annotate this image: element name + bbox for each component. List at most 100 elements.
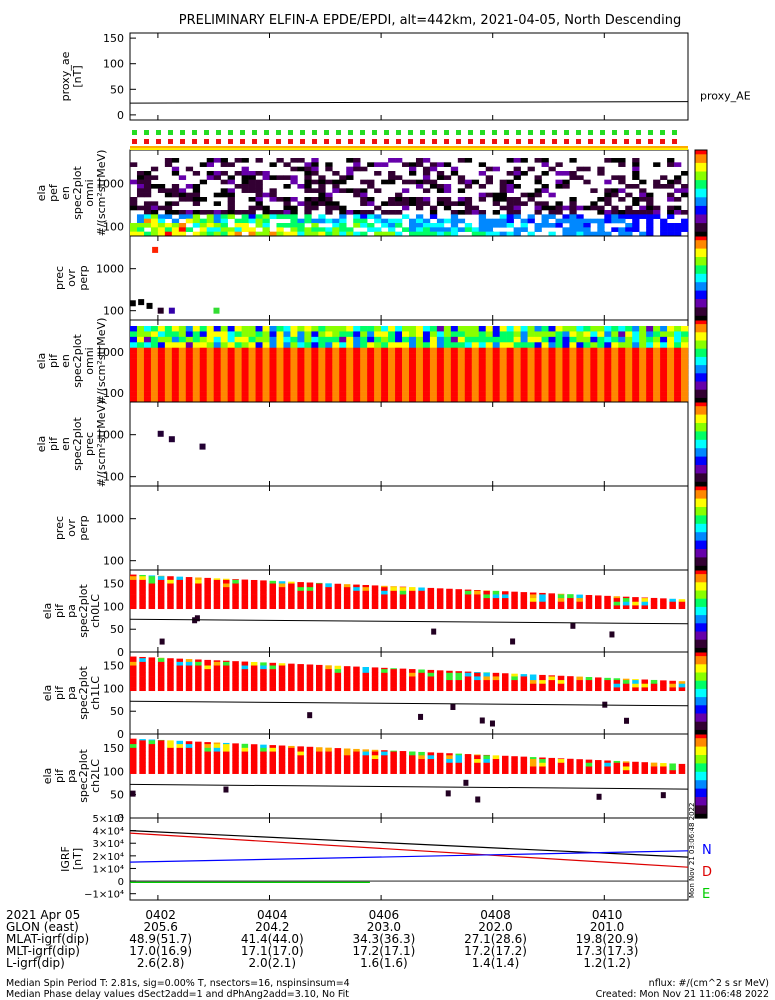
heatmap-cell xyxy=(206,347,214,354)
heatmap-cell xyxy=(667,364,675,370)
heatmap-cell xyxy=(164,188,173,193)
pa-cell xyxy=(223,668,230,673)
pa-cell xyxy=(418,751,425,756)
colorbar-swatch xyxy=(695,363,707,366)
heatmap-cell xyxy=(611,214,619,219)
flag-green xyxy=(348,130,353,135)
pa-cell xyxy=(260,601,267,606)
heatmap-cell xyxy=(136,336,145,343)
pa-cell xyxy=(297,672,304,677)
heatmap-cell xyxy=(667,342,675,349)
colorbar-swatch xyxy=(695,403,707,406)
pa-cell xyxy=(148,758,156,763)
heatmap-cell xyxy=(590,396,598,403)
heatmap-cell xyxy=(562,347,570,354)
heatmap-cell xyxy=(660,380,668,387)
heatmap-cell xyxy=(450,201,459,206)
heatmap-cell xyxy=(130,197,138,202)
heatmap-cell xyxy=(360,374,368,381)
pa_ch0-heatmap xyxy=(130,574,686,645)
colorbar-swatch xyxy=(695,283,707,286)
colorbar-swatch xyxy=(695,455,707,458)
pa-cell xyxy=(204,577,211,580)
pa-point xyxy=(418,713,424,720)
heatmap-cell xyxy=(220,353,228,359)
heatmap-cell xyxy=(325,201,333,206)
heatmap-cell xyxy=(485,364,493,370)
heatmap-cell xyxy=(276,197,284,202)
heatmap-cell xyxy=(171,396,180,403)
heatmap-cell xyxy=(492,326,500,332)
pa-cell xyxy=(176,758,184,763)
heatmap-cell xyxy=(360,214,368,219)
heatmap-cell xyxy=(304,231,312,237)
heatmap-cell xyxy=(402,331,410,338)
heatmap-cell xyxy=(290,197,298,202)
heatmap-cell xyxy=(136,364,145,370)
pa-cell xyxy=(297,747,304,752)
pa-cell xyxy=(334,766,342,771)
pa-cell xyxy=(669,680,676,684)
flag-red xyxy=(528,139,533,144)
pa-cell xyxy=(362,605,370,610)
pa-cell xyxy=(390,751,397,756)
heatmap-cell xyxy=(367,162,375,167)
heatmap-cell xyxy=(646,380,654,387)
pa-cell xyxy=(576,605,583,610)
heatmap-cell xyxy=(234,227,242,232)
heatmap-cell xyxy=(374,326,382,332)
flag-green xyxy=(312,130,317,135)
heatmap-cell xyxy=(164,231,173,237)
pa-cell xyxy=(223,605,230,610)
heatmap-cell xyxy=(534,223,542,228)
colorbar-swatch xyxy=(695,770,707,773)
pa-cell xyxy=(185,590,193,595)
pif_prec-ylabel-line: #/(scm²strMeV) xyxy=(95,401,108,488)
heatmap-cell xyxy=(436,326,445,332)
pa-cell xyxy=(418,755,425,760)
colorbar-swatch xyxy=(695,198,707,201)
heatmap-cell xyxy=(255,342,263,349)
colorbar-swatch xyxy=(695,673,707,676)
colorbar-swatch xyxy=(695,407,707,410)
created-stamp-vertical: Mon Nov 21 03:06:48 2022 xyxy=(688,803,696,898)
heatmap-cell xyxy=(402,197,410,202)
pa-cell xyxy=(250,751,258,756)
pif-omni-colorbar xyxy=(694,319,708,403)
heatmap-cell xyxy=(353,331,361,338)
pa-cell xyxy=(427,590,435,595)
colorbar-swatch xyxy=(695,476,707,479)
heatmap-cell xyxy=(367,227,375,232)
colorbar-swatch xyxy=(695,431,707,434)
pa-cell xyxy=(576,766,583,771)
heatmap-cell xyxy=(304,197,312,202)
pa-cell xyxy=(241,665,249,670)
heatmap-cell xyxy=(576,396,584,403)
heatmap-cell xyxy=(262,374,270,381)
colorbar-swatch xyxy=(695,712,707,715)
y-tick-label: 150 xyxy=(103,742,124,755)
heatmap-cell xyxy=(248,331,256,338)
heatmap-cell xyxy=(471,210,480,215)
pa-cell xyxy=(446,755,453,760)
colorbar-swatch xyxy=(695,495,707,498)
heatmap-cell xyxy=(541,369,549,376)
heatmap-cell xyxy=(457,201,466,206)
colorbar-swatch xyxy=(695,261,707,264)
heatmap-cell xyxy=(130,331,138,338)
heatmap-cell xyxy=(130,162,138,167)
pa-cell xyxy=(223,676,230,681)
heatmap-cell xyxy=(541,162,549,167)
heatmap-cell xyxy=(234,364,242,370)
colorbar-swatch xyxy=(695,330,707,333)
pa-cell xyxy=(176,658,184,662)
pa-cell xyxy=(278,755,286,760)
pa-cell xyxy=(492,758,500,763)
heatmap-cell xyxy=(653,353,661,359)
igrf-ylabel-line: IGRF xyxy=(59,846,72,872)
colorbar-swatch xyxy=(695,282,707,285)
heatmap-cell xyxy=(325,342,333,349)
heatmap-cell xyxy=(632,369,640,376)
colorbar-swatch xyxy=(695,481,707,484)
